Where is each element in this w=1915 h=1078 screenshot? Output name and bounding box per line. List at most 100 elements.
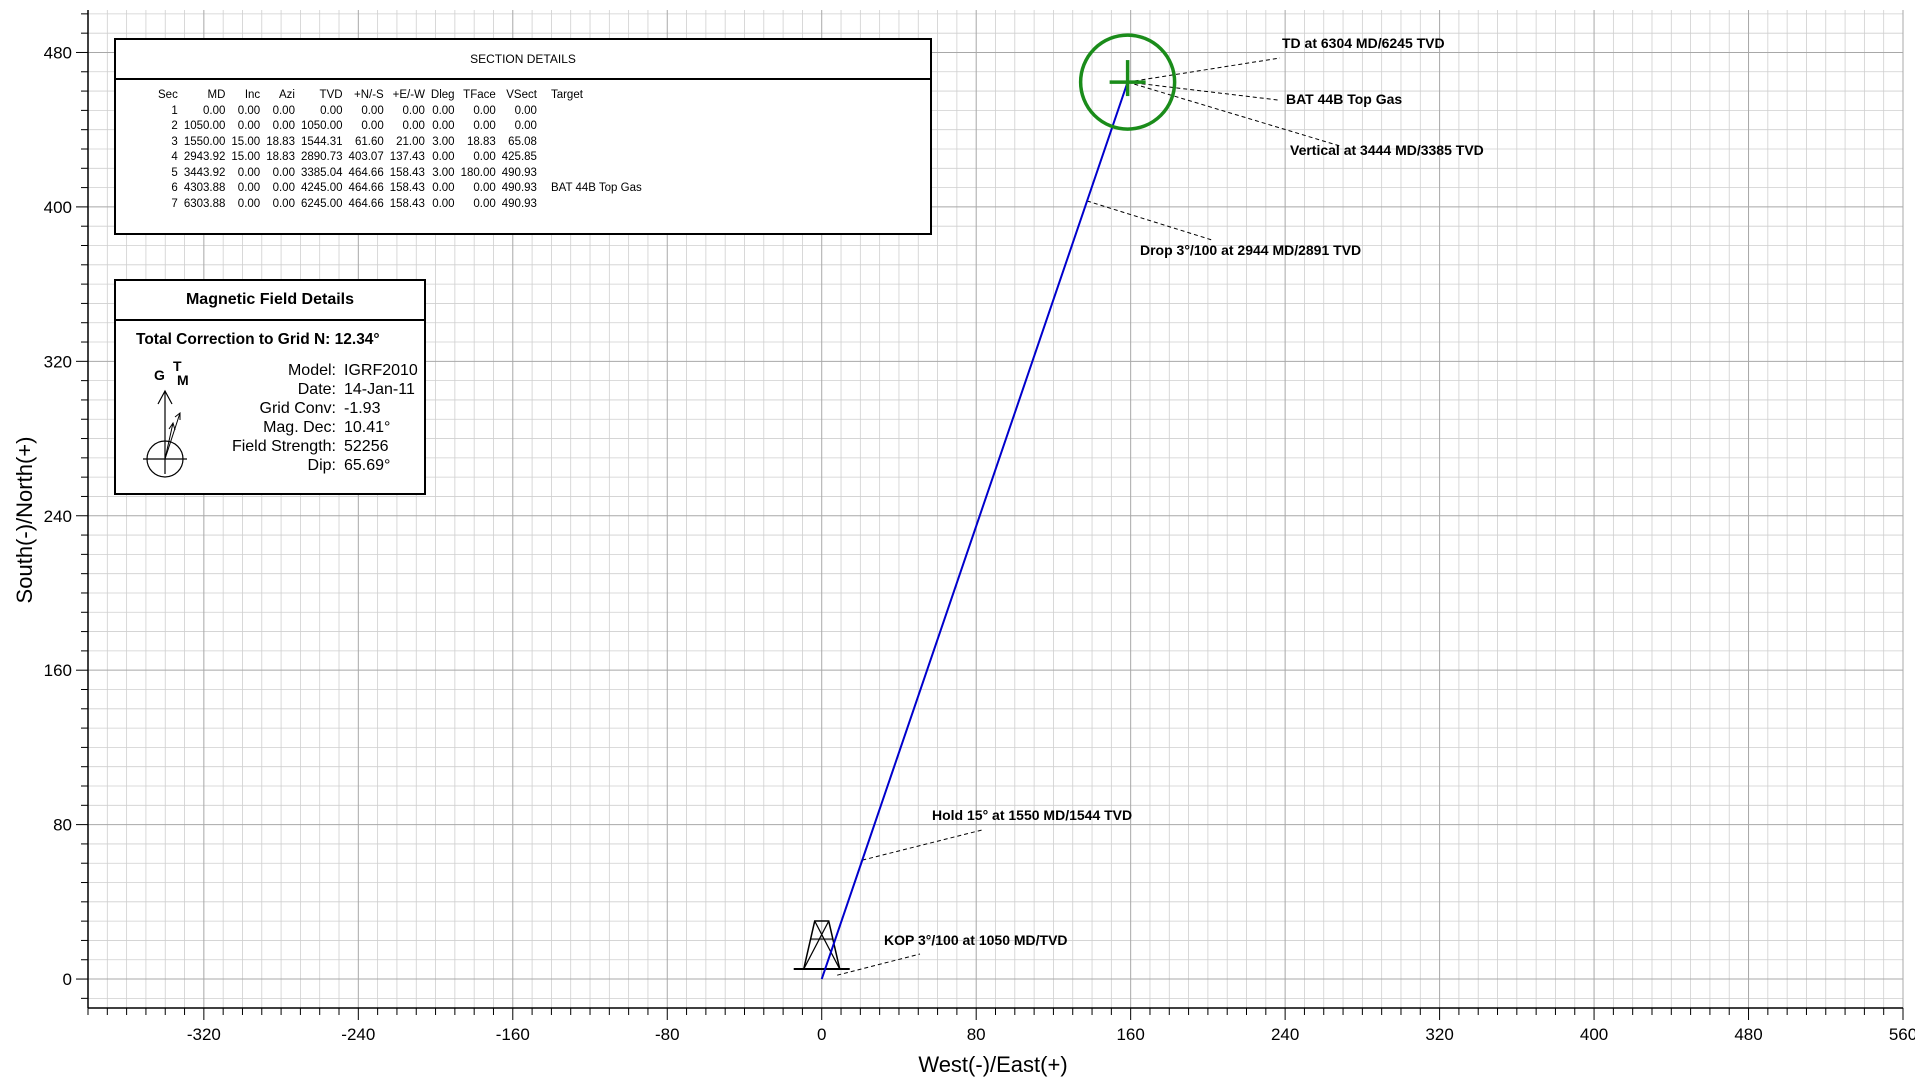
annotation-label: Vertical at 3444 MD/3385 TVD xyxy=(1290,142,1484,158)
table-cell: 2 xyxy=(171,120,178,132)
y-tick-label: 240 xyxy=(44,507,72,526)
table-cell: 0.00 xyxy=(432,182,455,194)
table-cell: 3385.04 xyxy=(300,166,343,179)
table-cell: 18.83 xyxy=(466,135,496,148)
y-tick-label: 80 xyxy=(53,816,72,835)
table-cell: 0.00 xyxy=(473,151,496,163)
table-cell: 3.00 xyxy=(432,166,455,179)
table-cell: 18.83 xyxy=(266,135,295,148)
table-cell xyxy=(543,166,648,182)
magnetic-field-panel: Magnetic Field Details Total Correction … xyxy=(114,279,426,495)
table-cell: 0.00 xyxy=(237,120,261,132)
magnetic-field-row: Date: 14-Jan-11 xyxy=(206,380,418,399)
table-cell: 490.93 xyxy=(501,197,537,210)
table-cell: 0.00 xyxy=(361,120,384,132)
annotation-label: BAT 44B Top Gas xyxy=(1286,91,1402,107)
section-column-header: TVD xyxy=(319,89,343,101)
well-path-line xyxy=(820,81,1129,980)
table-cell: 2890.73 xyxy=(300,151,343,163)
table-cell: 0.00 xyxy=(272,120,295,132)
magnetic-field-value: -1.93 xyxy=(344,400,381,417)
section-column-header: +E/-W xyxy=(392,89,425,101)
target-marker xyxy=(1078,33,1177,131)
x-tick-label: 160 xyxy=(1116,1025,1144,1044)
table-cell: 3 xyxy=(171,135,178,148)
table-row: 1 0.00 0.00 0.00 0.00 0.00 0.00 0.00 0.00 0.00 xyxy=(158,104,648,120)
table-cell: 158.43 xyxy=(389,182,425,194)
section-details-table: Sec MD Inc Azi TVD +N/-S +E/-W Dleg TFace VSect Ta… xyxy=(158,88,648,212)
section-details-panel: SECTION DETAILS Sec MD Inc Azi TVD +N/-S +E/-W… xyxy=(114,38,932,235)
y-tick-label: 480 xyxy=(44,43,72,62)
table-cell: 158.43 xyxy=(389,197,425,210)
magnetic-field-row: Model: IGRF2010 xyxy=(206,361,418,380)
x-tick-label: 560 xyxy=(1889,1025,1915,1044)
table-cell: 0.00 xyxy=(514,104,537,117)
rig-brace xyxy=(803,920,830,970)
x-tick-label: 320 xyxy=(1425,1025,1453,1044)
table-cell: 7 xyxy=(171,197,178,210)
north-compass-icon: G T M xyxy=(143,358,189,478)
table-cell: 2943.92 xyxy=(183,151,226,163)
compass-true-label: T xyxy=(173,358,182,374)
table-cell: 0.00 xyxy=(432,197,455,210)
table-cell: 0.00 xyxy=(237,166,261,179)
table-cell: 464.66 xyxy=(348,197,384,210)
compass-grid-label: G xyxy=(154,367,165,383)
table-cell: 464.66 xyxy=(348,182,384,194)
x-tick-label: -160 xyxy=(496,1025,530,1044)
table-cell: 0.00 xyxy=(272,104,295,117)
magnetic-field-value: IGRF2010 xyxy=(344,362,418,379)
table-cell: 0.00 xyxy=(432,151,455,163)
table-cell xyxy=(543,135,648,151)
magnetic-field-label: Field Strength: xyxy=(231,438,336,455)
table-cell: 1 xyxy=(171,104,178,117)
x-tick-label: -240 xyxy=(341,1025,375,1044)
annotation-label: TD at 6304 MD/6245 TVD xyxy=(1282,35,1445,51)
section-details-title: SECTION DETAILS xyxy=(116,40,930,80)
table-cell: 4245.00 xyxy=(300,182,343,194)
annotation-leader xyxy=(862,829,983,861)
table-cell: 425.85 xyxy=(501,151,537,163)
annotation-label: Hold 15° at 1550 MD/1544 TVD xyxy=(932,807,1132,823)
table-cell: 0.00 xyxy=(402,120,425,132)
section-column-header: +N/-S xyxy=(354,89,384,101)
x-tick-label: 80 xyxy=(967,1025,986,1044)
well-path xyxy=(820,81,1129,980)
table-cell: 6303.88 xyxy=(183,197,226,210)
table-cell: 0.00 xyxy=(473,104,496,117)
table-cell: 21.00 xyxy=(396,135,425,148)
table-cell: 0.00 xyxy=(272,166,295,179)
table-cell: 0.00 xyxy=(473,182,496,194)
y-tick-label: 0 xyxy=(63,970,72,989)
section-column-header: Inc xyxy=(244,89,261,101)
table-cell: 1050.00 xyxy=(300,120,343,132)
table-cell: 0.00 xyxy=(473,120,496,132)
table-cell: 490.93 xyxy=(501,182,537,194)
table-cell: 4303.88 xyxy=(183,182,226,194)
section-column-header: TFace xyxy=(463,89,496,101)
annotation-leader xyxy=(1086,200,1213,241)
magnetic-field-label: Mag. Dec: xyxy=(263,419,336,436)
annotation-label: Drop 3°/100 at 2944 MD/2891 TVD xyxy=(1140,242,1361,258)
section-column-header: VSect xyxy=(506,89,537,101)
table-cell: 3.00 xyxy=(432,135,455,148)
y-axis-label: South(-)/North(+) xyxy=(12,437,37,604)
table-cell xyxy=(543,119,648,135)
table-cell: 3443.92 xyxy=(183,166,226,179)
axis-ticks: -320 -240 -160 -80 0 80 160 240 320 400 480 560 0 80 1… xyxy=(44,13,1915,1044)
section-table-header: Sec MD Inc Azi TVD +N/-S +E/-W Dleg TFace VSect Ta… xyxy=(158,88,648,104)
magnetic-field-value: 52256 xyxy=(344,438,389,455)
total-correction-label: Total Correction to Grid N: xyxy=(136,331,331,348)
magnetic-field-row: Dip: 65.69° xyxy=(206,456,418,475)
magnetic-field-label: Dip: xyxy=(307,457,336,474)
x-tick-label: 400 xyxy=(1580,1025,1608,1044)
table-cell: 0.00 xyxy=(432,104,455,117)
x-tick-label: 240 xyxy=(1271,1025,1299,1044)
table-cell: 1050.00 xyxy=(183,120,226,132)
rig-brace xyxy=(814,920,841,970)
table-cell xyxy=(543,104,648,120)
magnetic-field-row: Field Strength: 52256 xyxy=(206,437,418,456)
table-cell: 0.00 xyxy=(402,104,425,117)
x-axis-label: West(-)/East(+) xyxy=(918,1052,1067,1077)
table-cell: 0.00 xyxy=(272,197,295,210)
